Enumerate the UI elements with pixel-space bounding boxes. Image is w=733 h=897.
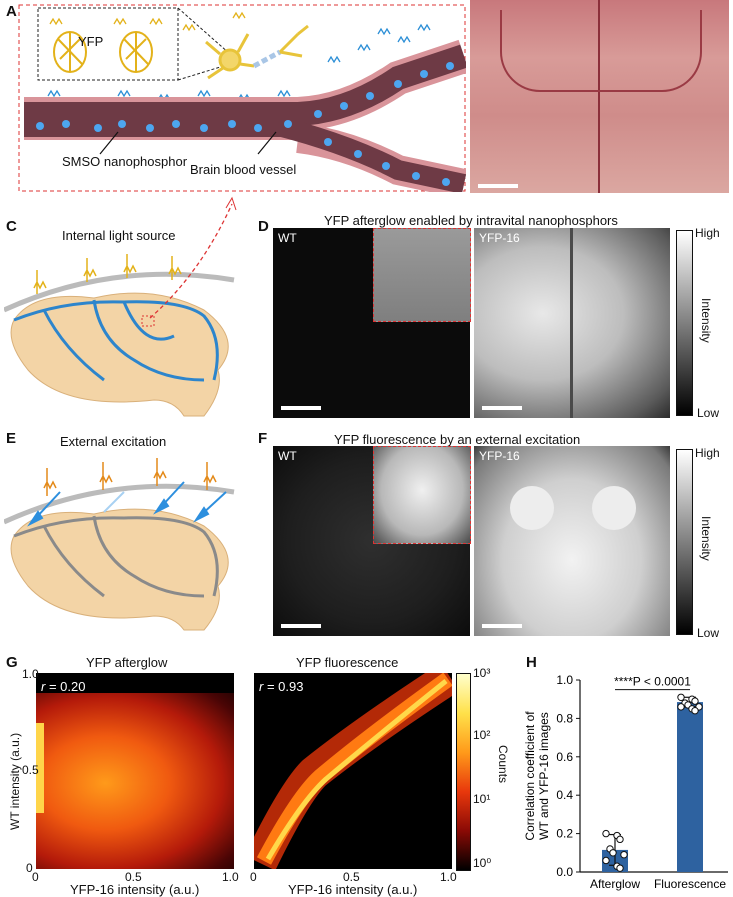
significance-label: ****P < 0.0001 xyxy=(614,675,691,689)
counts-tick: 10¹ xyxy=(473,792,491,806)
y-axis-label: Correlation coefficient of xyxy=(523,711,537,841)
counts-tick: 10² xyxy=(473,728,491,742)
yfp-protein-icon xyxy=(53,31,153,73)
panel-e-label: E xyxy=(6,430,17,447)
panel-h-label: H xyxy=(526,654,537,671)
colorbar-high-label: High xyxy=(695,226,720,240)
y-tick-label: 1.0 xyxy=(556,673,573,687)
brain-internal-illustration xyxy=(4,254,235,417)
wt-afterglow-image: WT xyxy=(273,228,471,418)
scale-bar xyxy=(281,406,321,410)
colorbar-low-label: Low xyxy=(697,406,720,420)
intensity-colorbar xyxy=(676,449,693,635)
yfp16-label: YFP-16 xyxy=(479,449,520,463)
yfp-inset-label: YFP xyxy=(78,34,104,49)
wt-inset-photo xyxy=(373,228,471,322)
counts-label: Counts xyxy=(496,745,510,784)
data-point xyxy=(691,707,699,715)
data-point xyxy=(616,835,624,844)
intensity-colorbar xyxy=(676,230,693,416)
g-right-title: YFP fluorescence xyxy=(296,655,399,670)
category-label: Afterglow xyxy=(590,877,640,891)
g-left-title: YFP afterglow xyxy=(86,655,168,670)
data-point xyxy=(609,849,617,857)
data-point xyxy=(677,693,685,701)
counts-tick: 10³ xyxy=(473,666,491,680)
y-tick-label: 0.4 xyxy=(556,788,573,802)
panel-e-title: External excitation xyxy=(60,434,167,449)
blood-vessel-network xyxy=(13,515,219,598)
panel-d-label: D xyxy=(258,218,269,235)
panel-g-label: G xyxy=(6,654,18,671)
scale-bar xyxy=(478,184,518,188)
scale-bar xyxy=(482,406,522,410)
scale-bar xyxy=(281,624,321,628)
wt-label: WT xyxy=(278,449,297,463)
bar-chart: 0.0 0.2 0.4 0.6 0.8 1.0 Correlation coefficien… xyxy=(523,673,728,891)
data-point xyxy=(620,851,628,859)
yfp16-label: YFP-16 xyxy=(479,231,520,245)
yfp16-fluorescence-image: YFP-16 xyxy=(474,446,670,636)
y-tick-label: 0.6 xyxy=(556,750,573,764)
fluorescence-density-plot: r = 0.93 xyxy=(254,673,452,869)
category-label: Fluorescence xyxy=(654,877,726,891)
panel-c-label: C xyxy=(6,218,17,235)
g-xlabel-right: YFP-16 intensity (a.u.) xyxy=(288,882,418,897)
g-right-r: r = 0.93 xyxy=(259,679,304,694)
wt-inset-photo xyxy=(373,446,471,544)
data-point xyxy=(602,856,610,865)
g-ylabel: WT intensity (a.u.) xyxy=(8,732,22,830)
yellow-emission-icon xyxy=(49,11,246,32)
data-point xyxy=(677,703,685,711)
g-xlabel-left: YFP-16 intensity (a.u.) xyxy=(70,882,200,897)
brain-photo xyxy=(470,0,729,193)
afterglow-density-plot: r = 0.20 xyxy=(36,673,234,869)
data-point xyxy=(602,829,610,838)
g-ytick: 0 xyxy=(26,861,33,875)
y-axis-label: WT and YFP-16 images xyxy=(537,712,551,840)
wt-label: WT xyxy=(278,231,297,245)
y-tick-label: 0.0 xyxy=(556,865,573,879)
neuron-icon xyxy=(205,24,309,80)
zoom-arrow xyxy=(149,196,237,319)
brain-external-illustration xyxy=(4,458,235,631)
colorbar-high-label: High xyxy=(695,446,720,460)
excitation-arrow-icon xyxy=(27,481,227,527)
scale-bar xyxy=(482,624,522,628)
g-xtick: 0.5 xyxy=(343,870,360,884)
g-xtick: 1.0 xyxy=(222,870,239,884)
panel-f-title: YFP fluorescence by an external excitati… xyxy=(334,432,581,447)
panel-a-label: A xyxy=(6,3,17,20)
yfp16-afterglow-image: YFP-16 xyxy=(474,228,670,418)
blood-vessel xyxy=(24,39,466,192)
panel-f-label: F xyxy=(258,430,268,447)
g-ytick: 0.5 xyxy=(22,763,39,777)
g-ytick: 1.0 xyxy=(22,667,39,681)
nanophosphor-label: SMSO nanophosphor xyxy=(62,154,188,169)
fluorescence-density-trace xyxy=(254,673,452,869)
vessel-label: Brain blood vessel xyxy=(190,162,297,177)
bar xyxy=(677,702,703,872)
colorbar-low-label: Low xyxy=(697,626,720,640)
orange-emission-icon xyxy=(43,458,217,496)
counts-tick: 10⁰ xyxy=(473,856,492,870)
panel-a-schematic xyxy=(18,4,466,192)
y-tick-label: 0.8 xyxy=(556,711,573,725)
g-xtick: 0 xyxy=(32,870,39,884)
nanophosphor-particles xyxy=(36,62,454,186)
panel-c-title: Internal light source xyxy=(62,228,176,243)
g-xtick: 1.0 xyxy=(440,870,457,884)
g-left-r: r = 0.20 xyxy=(41,679,86,694)
g-xtick: 0.5 xyxy=(125,870,142,884)
y-tick-label: 0.2 xyxy=(556,827,573,841)
wt-fluorescence-image: WT xyxy=(273,446,471,636)
data-point xyxy=(691,697,699,705)
colorbar-title: Intensity xyxy=(699,298,713,343)
yellow-emission-icon xyxy=(33,254,182,294)
data-point xyxy=(616,864,624,872)
colorbar-title: Intensity xyxy=(699,516,713,561)
counts-colorbar xyxy=(456,673,471,871)
panel-d-title: YFP afterglow enabled by intravital nano… xyxy=(324,213,618,228)
g-xtick: 0 xyxy=(250,870,257,884)
